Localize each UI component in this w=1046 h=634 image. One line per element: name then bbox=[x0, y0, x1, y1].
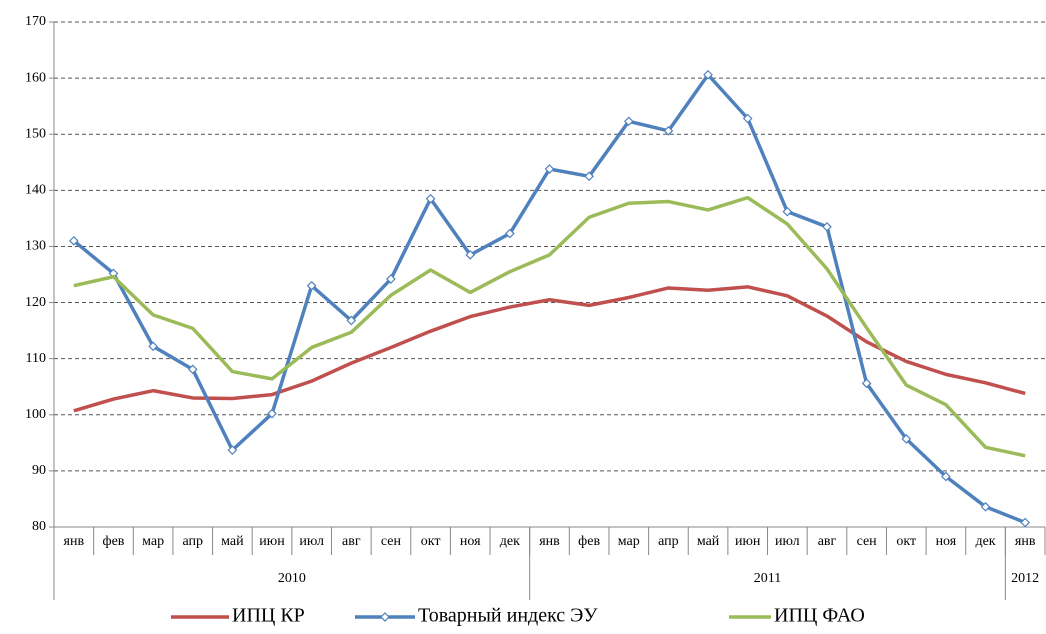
x-tick-label: ноя bbox=[460, 534, 481, 549]
x-tick-label: сен bbox=[857, 534, 878, 549]
y-tick-label: 150 bbox=[25, 126, 46, 141]
series-marker bbox=[1020, 517, 1031, 528]
series-marker bbox=[68, 235, 79, 246]
y-tick-label: 80 bbox=[32, 519, 46, 534]
x-group-label: 2010 bbox=[278, 571, 306, 586]
series-marker bbox=[148, 341, 158, 352]
x-group-label: 2011 bbox=[754, 571, 781, 586]
x-tick-label: янв bbox=[1015, 534, 1036, 549]
legend-label: ИПЦ КР bbox=[232, 605, 305, 627]
x-tick-label: фев bbox=[103, 534, 125, 549]
series-marker bbox=[623, 116, 634, 127]
x-tick-label: июл bbox=[299, 534, 324, 549]
series-marker bbox=[663, 126, 674, 136]
y-tick-label: 110 bbox=[26, 351, 46, 366]
series-marker bbox=[187, 364, 198, 375]
x-tick-label: апр bbox=[182, 534, 203, 549]
series-marker bbox=[584, 171, 594, 182]
x-tick-label: сен bbox=[381, 534, 402, 549]
series-marker bbox=[505, 228, 515, 239]
x-tick-label: янв bbox=[539, 534, 560, 549]
series-marker bbox=[346, 315, 357, 326]
series-line bbox=[73, 195, 1026, 458]
x-tick-label: июл bbox=[775, 534, 800, 549]
x-tick-label: ноя bbox=[936, 534, 957, 549]
series-marker bbox=[980, 501, 991, 512]
series-marker bbox=[782, 206, 793, 217]
series-line bbox=[73, 285, 1026, 413]
series-marker bbox=[861, 378, 872, 389]
x-tick-label: дек bbox=[500, 534, 520, 549]
x-tick-label: авг bbox=[818, 534, 837, 549]
x-tick-label: янв bbox=[64, 534, 85, 549]
x-tick-label: мар bbox=[142, 534, 164, 549]
x-tick-label: апр bbox=[658, 534, 679, 549]
x-tick-label: фев bbox=[578, 534, 600, 549]
series-marker bbox=[742, 113, 753, 124]
series-marker bbox=[544, 164, 555, 174]
y-tick-label: 160 bbox=[25, 70, 46, 85]
y-tick-label: 100 bbox=[25, 407, 46, 422]
x-tick-label: май bbox=[697, 534, 720, 549]
y-tick-label: 170 bbox=[25, 14, 46, 29]
series-marker bbox=[901, 434, 912, 444]
series-marker bbox=[267, 408, 277, 419]
series-marker bbox=[306, 280, 317, 291]
series-marker bbox=[822, 221, 832, 232]
x-tick-label: дек bbox=[975, 534, 995, 549]
series-marker bbox=[465, 250, 476, 260]
series-marker bbox=[425, 193, 436, 204]
y-tick-label: 90 bbox=[32, 463, 46, 478]
x-tick-label: мар bbox=[618, 534, 640, 549]
y-tick-label: 140 bbox=[25, 183, 46, 198]
x-tick-label: авг bbox=[342, 534, 361, 549]
x-group-label: 2012 bbox=[1011, 571, 1039, 586]
x-tick-label: июн bbox=[259, 534, 285, 549]
x-tick-label: окт bbox=[421, 534, 441, 549]
series-marker bbox=[386, 274, 396, 284]
x-tick-label: июн bbox=[735, 534, 761, 549]
series-marker bbox=[941, 471, 951, 482]
legend-label: ИПЦ ФАО bbox=[774, 605, 865, 627]
series-marker bbox=[227, 445, 238, 455]
y-tick-label: 120 bbox=[25, 295, 46, 310]
series-marker bbox=[703, 69, 713, 80]
legend-label: Товарный индекс ЭУ bbox=[418, 605, 598, 627]
legend-marker bbox=[380, 612, 390, 622]
y-tick-label: 130 bbox=[25, 239, 46, 254]
x-tick-label: май bbox=[221, 534, 244, 549]
x-tick-label: окт bbox=[896, 534, 916, 549]
